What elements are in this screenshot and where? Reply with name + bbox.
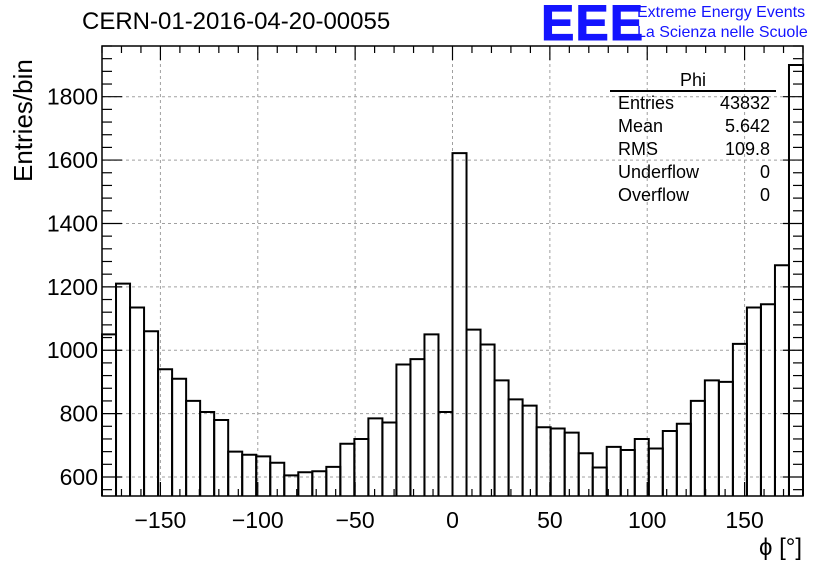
x-axis-label: ϕ [°] <box>758 534 802 561</box>
stats-row-rms: RMS 109.8 <box>610 138 776 161</box>
histogram-bin <box>395 363 412 496</box>
histogram-bin <box>101 333 118 496</box>
histogram-bin <box>451 152 468 496</box>
stats-row-underflow: Underflow 0 <box>610 161 776 184</box>
stats-label: Overflow <box>618 185 690 205</box>
chart-title: CERN-01-2016-04-20-00055 <box>82 8 391 35</box>
histogram-bin <box>409 358 426 496</box>
eee-caption: Extreme Energy Events La Scienza nelle S… <box>637 3 808 43</box>
histogram-bin <box>367 417 384 496</box>
histogram-bin <box>773 264 790 496</box>
histogram-bin <box>381 421 398 496</box>
histogram-bin <box>647 447 664 496</box>
histogram-bin <box>185 399 202 496</box>
x-tick-label: −50 <box>336 507 375 533</box>
histogram-bin <box>745 306 762 496</box>
histogram-bin <box>535 426 552 496</box>
histogram-bin <box>241 453 258 496</box>
histogram-bin <box>423 333 440 496</box>
x-tick-label: −100 <box>232 507 284 533</box>
histogram-bin <box>717 380 734 496</box>
histogram-bin <box>479 343 496 496</box>
histogram-bin <box>115 282 132 496</box>
histogram-bin <box>605 445 622 496</box>
y-tick-label: 1200 <box>47 274 98 300</box>
stats-label: Entries <box>618 93 675 113</box>
y-tick-label: 600 <box>60 464 98 490</box>
y-tick-label: 1400 <box>47 210 98 236</box>
histogram-bin <box>549 427 566 496</box>
histogram-bin <box>129 306 146 496</box>
stats-row-overflow: Overflow 0 <box>610 184 776 207</box>
eee-caption-line1: Extreme Energy Events <box>637 4 806 21</box>
stats-value: 109.8 <box>724 139 770 159</box>
x-tick-label: 0 <box>446 507 459 533</box>
histogram-bin <box>759 303 776 496</box>
eee-logo: EEE <box>540 0 645 52</box>
histogram-bin <box>465 328 482 496</box>
stats-value: 0 <box>759 185 770 205</box>
histogram-bin <box>311 470 328 496</box>
histogram-bin <box>227 450 244 496</box>
x-tick-label: 50 <box>537 507 563 533</box>
y-tick-label: 800 <box>60 401 98 427</box>
y-axis-label: Entries/bin <box>8 59 38 182</box>
stats-value: 5.642 <box>724 116 770 136</box>
histogram-bin <box>689 399 706 496</box>
y-tick-label: 1600 <box>47 147 98 173</box>
histogram-bin <box>563 431 580 496</box>
histogram-bin <box>353 437 370 496</box>
x-tick-label: 150 <box>725 507 763 533</box>
histogram-bin <box>493 379 510 496</box>
histogram-bin <box>297 471 314 496</box>
histogram-bin <box>199 411 216 496</box>
histogram-bin <box>339 442 356 496</box>
histogram-bin <box>521 404 538 496</box>
histogram-bin <box>325 465 342 496</box>
histogram-bin <box>213 418 230 496</box>
histogram-bin <box>787 64 804 496</box>
stats-label: Mean <box>618 116 664 136</box>
histogram-bin <box>171 377 188 496</box>
histogram-bin <box>577 452 594 496</box>
stats-label: Underflow <box>618 162 700 182</box>
x-tick-label: −150 <box>135 507 187 533</box>
histogram-bin <box>661 430 678 496</box>
histogram-bin <box>703 379 720 496</box>
x-tick-label: 100 <box>628 507 666 533</box>
y-tick-label: 1000 <box>47 337 98 363</box>
stats-title: Phi <box>610 70 776 92</box>
y-tick-label: 1800 <box>47 84 98 110</box>
histogram-bin <box>591 466 608 496</box>
stats-row-entries: Entries 43832 <box>610 92 776 115</box>
stats-value: 43832 <box>719 93 770 113</box>
stats-row-mean: Mean 5.642 <box>610 115 776 138</box>
stats-box: Phi Entries 43832 Mean 5.642 RMS 109.8 U… <box>610 70 776 207</box>
stats-value: 0 <box>759 162 770 182</box>
histogram-bin <box>437 411 454 496</box>
stats-label: RMS <box>618 139 658 159</box>
eee-caption-line2: La Scienza nelle Scuole <box>637 24 808 41</box>
histogram-bin <box>675 422 692 496</box>
